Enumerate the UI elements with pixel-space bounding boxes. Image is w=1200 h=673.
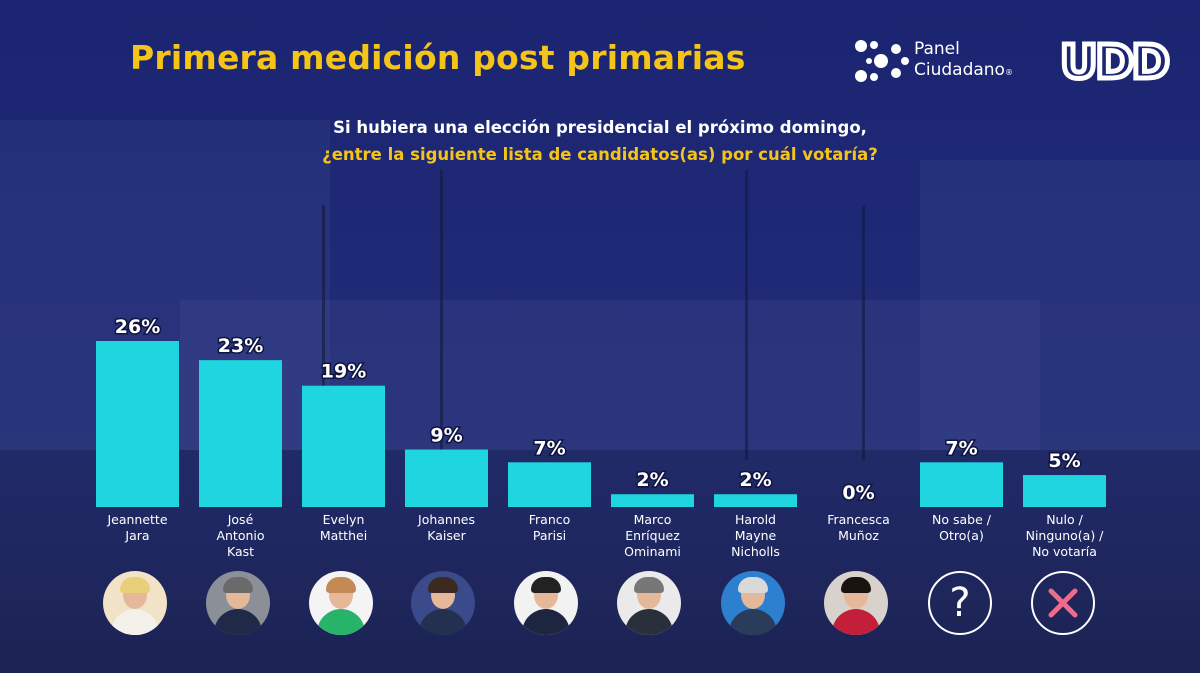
flag-pole (322, 205, 325, 460)
category-label-line: Otro(a) (939, 528, 984, 543)
category-label-line: Ninguno(a) / (1026, 528, 1105, 543)
category-label-johannes-kaiser: Johannes Kaiser (417, 512, 475, 543)
category-label-franco-parisi: Franco Parisi (529, 512, 571, 543)
category-label-line: Marco (634, 512, 672, 527)
data-label-jeannette-jara: 26% (115, 316, 160, 338)
avatar-marco-enriquez-ominami (617, 571, 681, 635)
avatar-harold-mayne-nicholls (721, 571, 785, 635)
cross-icon (1031, 571, 1095, 635)
category-label-line: Enríquez (625, 528, 680, 543)
panel-ciudadano-logo: Panel Ciudadano® (852, 37, 1042, 85)
category-label-line: Antonio (216, 528, 264, 543)
data-label-francesca-munoz: 0% (842, 482, 874, 504)
category-label-line: Matthei (320, 528, 367, 543)
panel-logo-line2: Ciudadano (914, 60, 1005, 80)
avatar-jose-antonio-kast (206, 571, 270, 635)
category-label-line: Ominami (624, 544, 681, 559)
bar-no-sabe-otro-a (920, 462, 1003, 507)
flag-pole (440, 170, 443, 460)
data-label-johannes-kaiser: 9% (430, 425, 462, 447)
cross-glyph-icon (1048, 588, 1078, 618)
avatar-body (111, 609, 159, 635)
bar-franco-parisi (508, 462, 591, 507)
category-label-no-sabe-otro-a: No sabe / Otro(a) (932, 512, 992, 543)
flag-pole (862, 205, 865, 460)
question-line-2: ¿entre la siguiente lista de candidatos(… (322, 145, 878, 164)
avatar-jeannette-jara (103, 571, 167, 635)
category-label-line: Johannes (417, 512, 475, 527)
data-label-marco-enriquez-ominami: 2% (636, 469, 668, 491)
chart-title: Primera medición post primarias (130, 38, 746, 77)
category-label-nulo-ninguno-a-no-votaria: Nulo / Ninguno(a) / No votaría (1026, 512, 1105, 559)
avatar-hair (120, 577, 150, 593)
avatar-johannes-kaiser (411, 571, 475, 635)
question-icon: ? (928, 571, 992, 635)
udd-logo-text: UDD (1060, 36, 1168, 82)
data-label-nulo-ninguno-a-no-votaria: 5% (1048, 450, 1080, 472)
bar-nulo-ninguno-a-no-votaria (1023, 475, 1106, 507)
category-label-line: Jara (124, 528, 149, 543)
category-label-francesca-munoz: Francesca Muñoz (827, 512, 890, 543)
registered-mark: ® (1004, 68, 1013, 77)
category-label-harold-mayne-nicholls: Harold Mayne Nicholls (731, 512, 780, 559)
category-label-line: Kaiser (427, 528, 466, 543)
avatar-body (832, 609, 880, 635)
avatar-hair (531, 577, 561, 593)
category-label-line: Franco (529, 512, 571, 527)
bar-jose-antonio-kast (199, 360, 282, 507)
category-label-line: Francesca (827, 512, 890, 527)
category-label-evelyn-matthei: Evelyn Matthei (320, 512, 367, 543)
category-label-line: Harold (735, 512, 776, 527)
bar-marco-enriquez-ominami (611, 494, 694, 507)
category-label-line: Kast (227, 544, 254, 559)
data-label-evelyn-matthei: 19% (321, 361, 366, 383)
category-label-jose-antonio-kast: José Antonio Kast (216, 512, 264, 559)
avatar-body (625, 609, 673, 635)
background-building-right (920, 160, 1200, 450)
bar-evelyn-matthei (302, 385, 385, 507)
avatar-hair (841, 577, 871, 593)
data-label-jose-antonio-kast: 23% (218, 335, 263, 357)
udd-logo: UDD (1058, 36, 1170, 82)
category-label-line: No sabe / (932, 512, 992, 527)
category-label-line: Jeannette (106, 512, 167, 527)
avatar-body (317, 609, 365, 635)
category-label-line: No votaría (1032, 544, 1097, 559)
avatar-hair (428, 577, 458, 593)
avatar-body (729, 609, 777, 635)
avatar-franco-parisi (514, 571, 578, 635)
avatar-hair (634, 577, 664, 593)
avatar-evelyn-matthei (309, 571, 373, 635)
panel-logo-line1: Panel (914, 39, 960, 59)
data-label-harold-mayne-nicholls: 2% (739, 469, 771, 491)
category-label-line: Evelyn (323, 512, 365, 527)
bar-johannes-kaiser (405, 449, 488, 507)
flag-pole (745, 170, 748, 460)
category-label-line: Mayne (735, 528, 777, 543)
avatar-body (214, 609, 262, 635)
category-label-marco-enriquez-ominami: Marco Enríquez Ominami (624, 512, 681, 559)
data-label-no-sabe-otro-a: 7% (945, 437, 977, 459)
avatar-hair (223, 577, 253, 593)
data-label-franco-parisi: 7% (533, 437, 565, 459)
category-label-line: José (227, 512, 254, 527)
avatar-body (419, 609, 467, 635)
category-label-line: Parisi (533, 528, 566, 543)
category-label-line: Nicholls (731, 544, 780, 559)
question-line-1: Si hubiera una elección presidencial el … (333, 118, 867, 137)
category-label-jeannette-jara: Jeannette Jara (106, 512, 167, 543)
avatar-hair (738, 577, 768, 593)
bar-harold-mayne-nicholls (714, 494, 797, 507)
avatar-body (522, 609, 570, 635)
avatar-francesca-munoz (824, 571, 888, 635)
category-label-line: Nulo / (1046, 512, 1083, 527)
avatar-hair (326, 577, 356, 593)
category-label-line: Muñoz (838, 528, 879, 543)
bar-jeannette-jara (96, 341, 179, 507)
panel-ciudadano-mark-icon (855, 40, 909, 82)
